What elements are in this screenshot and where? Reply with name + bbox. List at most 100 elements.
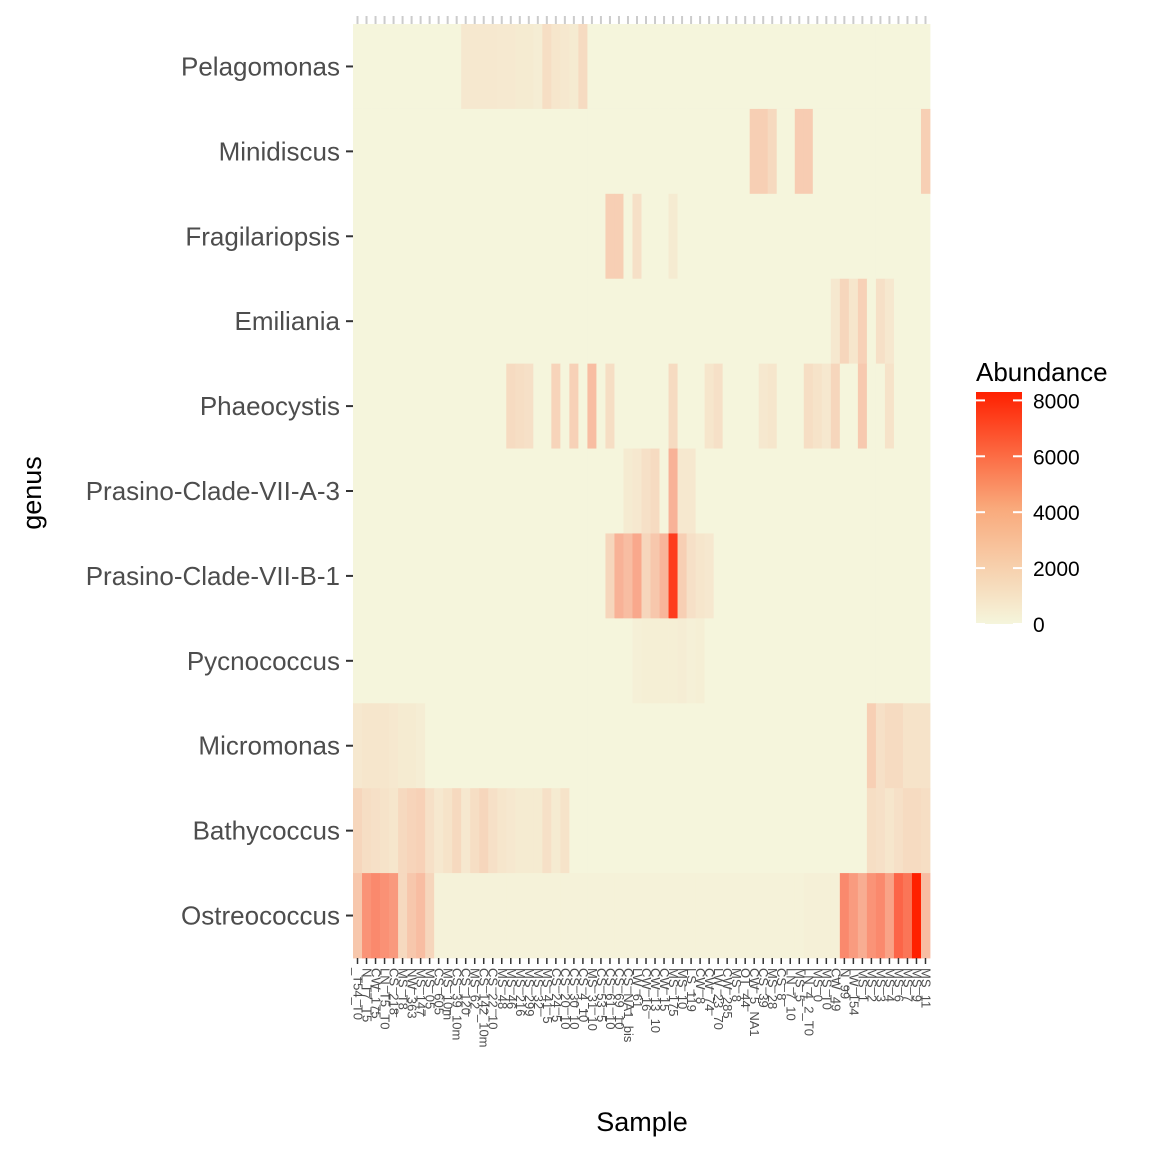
heatmap-cell [794, 533, 805, 619]
heatmap-cell [560, 788, 570, 874]
heatmap-cell [416, 618, 426, 704]
heatmap-cell [839, 703, 850, 789]
heatmap-cell [533, 363, 543, 449]
heatmap-cell [830, 108, 841, 195]
heatmap-cell [551, 193, 561, 280]
heatmap-cell [569, 618, 579, 704]
x-tick-label: N_99 [837, 968, 852, 999]
heatmap-cell [677, 193, 687, 280]
x-tick-label: N_T7_T5 [360, 968, 375, 1022]
heatmap-cell [911, 618, 922, 704]
heatmap-cell [884, 108, 895, 195]
heatmap-cell [704, 873, 715, 959]
heatmap-cell [740, 24, 751, 110]
heatmap-cell [389, 618, 399, 704]
x-tick-label: CW_15 [657, 968, 672, 1011]
heatmap-cell [488, 788, 498, 874]
heatmap-cell [353, 533, 363, 619]
heatmap-cell [497, 108, 507, 195]
heatmap-cell [893, 618, 904, 704]
heatmap-cell [632, 618, 642, 704]
heatmap-cell [632, 108, 642, 195]
heatmap-cell [731, 278, 742, 365]
heatmap-cell [893, 24, 904, 110]
heatmap-cell [425, 24, 435, 110]
heatmap-cell [758, 788, 769, 874]
x-tick-label: MS_7 [901, 968, 916, 1002]
heatmap-cell [740, 448, 751, 534]
x-tick-label: CW_13_10 [648, 968, 663, 1033]
heatmap-cell [785, 873, 796, 959]
heatmap-cell [614, 788, 624, 874]
x-tick-label: CW_16 [639, 968, 654, 1011]
heatmap-cell [452, 788, 462, 874]
heatmap-cell [605, 873, 615, 959]
x-tick-label: CS_605 [432, 968, 447, 1015]
x-tick-label: MS_1 [855, 968, 870, 1002]
heatmap-cell [686, 193, 696, 280]
heatmap-cell [407, 533, 417, 619]
heatmap-cell [803, 788, 814, 874]
x-tick-label: CS_142_10m [477, 968, 492, 1048]
heatmap-cell [776, 448, 787, 534]
heatmap-cell [542, 108, 552, 195]
heatmap-cell [659, 703, 669, 789]
heatmap-cell [389, 703, 399, 789]
heatmap-cell [533, 703, 543, 789]
heatmap-cell [434, 278, 444, 365]
heatmap-cell [857, 873, 868, 959]
heatmap-cell [812, 108, 823, 195]
heatmap-cell [371, 108, 381, 195]
heatmap-cell [533, 24, 543, 110]
heatmap-cell [389, 533, 399, 619]
heatmap-cell [506, 278, 516, 365]
heatmap-cell [371, 618, 381, 704]
heatmap-cell [767, 278, 778, 365]
x-tick-label: CW_5_NA1 [747, 968, 762, 1037]
heatmap-cell [398, 533, 408, 619]
heatmap-cell [803, 448, 814, 534]
heatmap-cell [875, 278, 886, 365]
heatmap-cell [848, 448, 859, 534]
heatmap-cell [533, 448, 543, 534]
heatmap-cell [722, 448, 733, 534]
heatmap-cell [578, 193, 588, 280]
heatmap-cell [848, 618, 859, 704]
heatmap-cell [776, 618, 787, 704]
x-tick-label: MS_46 [504, 968, 519, 1009]
heatmap-cell [785, 108, 796, 195]
heatmap-cell [722, 703, 733, 789]
heatmap-cell [794, 788, 805, 874]
heatmap-cell [848, 363, 859, 449]
heatmap-cell [866, 193, 877, 280]
heatmap-cell [470, 363, 480, 449]
heatmap-cell [902, 363, 913, 449]
heatmap-cell [659, 448, 669, 534]
heatmap-cell [668, 788, 678, 874]
x-tick-label: MS_4 [882, 968, 897, 1002]
heatmap-cell [560, 278, 570, 365]
heatmap-cell [821, 618, 832, 704]
heatmap-cell [461, 618, 471, 704]
heatmap-cell [659, 193, 669, 280]
heatmap-cell [902, 193, 913, 280]
heatmap-cell [398, 108, 408, 195]
heatmap-cell [920, 618, 931, 704]
heatmap-cell [506, 193, 516, 280]
heatmap-cell [560, 193, 570, 280]
heatmap-cell [776, 363, 787, 449]
heatmap-cell [371, 193, 381, 280]
heatmap-cell [740, 363, 751, 449]
heatmap-cell [659, 278, 669, 365]
heatmap-cell [866, 873, 877, 959]
heatmap-cell [794, 618, 805, 704]
heatmap-cell [488, 618, 498, 704]
heatmap-cell [884, 618, 895, 704]
heatmap-cell [740, 618, 751, 704]
heatmap-cell [650, 363, 660, 449]
heatmap-cell [794, 24, 805, 110]
heatmap-cell [776, 703, 787, 789]
heatmap-cell [641, 363, 651, 449]
heatmap-cell [470, 533, 480, 619]
heatmap-cell [425, 193, 435, 280]
